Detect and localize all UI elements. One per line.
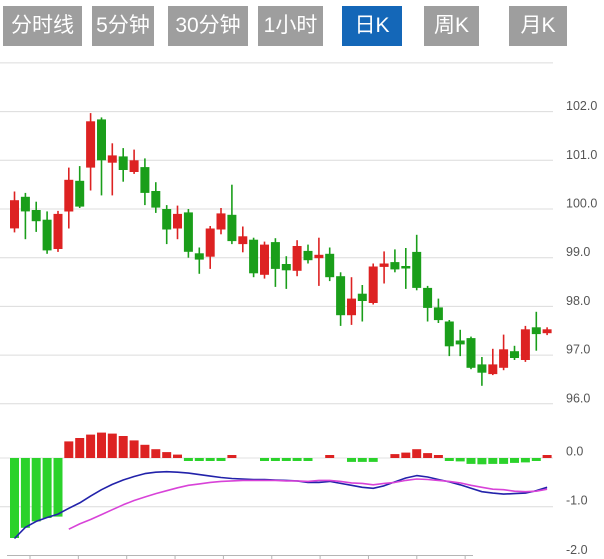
price-axis-labels: 102.0 101.0 100.0 99.0 98.0 97.0 96.0 [566,99,597,405]
x-axis [7,555,473,559]
svg-text:0.0: 0.0 [566,445,583,459]
timeframe-toolbar: 分时线 5分钟 30分钟 1小时 日K 周K 月K [0,0,604,52]
tab-5min[interactable]: 5分钟 [92,6,154,46]
svg-text:99.0: 99.0 [566,245,590,259]
svg-text:96.0: 96.0 [566,391,590,405]
dif-line [13,470,548,540]
tab-daily-k[interactable]: 日K [342,6,402,46]
svg-text:-2.0: -2.0 [566,543,588,557]
macd-axis-labels: 0.0 -1.0 -2.0 [566,445,588,558]
macd-gridlines [0,457,553,508]
candles-layer [10,113,552,386]
macd-histogram [10,432,552,538]
kline-chart[interactable]: 102.0 101.0 100.0 99.0 98.0 97.0 96.0 0.0 -1.0 -2… [0,45,604,559]
svg-text:102.0: 102.0 [566,99,597,113]
tab-1hour[interactable]: 1小时 [258,6,323,46]
svg-text:100.0: 100.0 [566,197,597,211]
tab-time-share[interactable]: 分时线 [3,6,82,46]
svg-text:97.0: 97.0 [566,343,590,357]
tab-30min[interactable]: 30分钟 [168,6,248,46]
tab-weekly-k[interactable]: 周K [424,6,479,46]
dea-line [68,478,548,530]
svg-text:101.0: 101.0 [566,148,597,162]
tab-monthly-k[interactable]: 月K [509,6,567,46]
svg-text:-1.0: -1.0 [566,493,588,507]
svg-text:98.0: 98.0 [566,294,590,308]
